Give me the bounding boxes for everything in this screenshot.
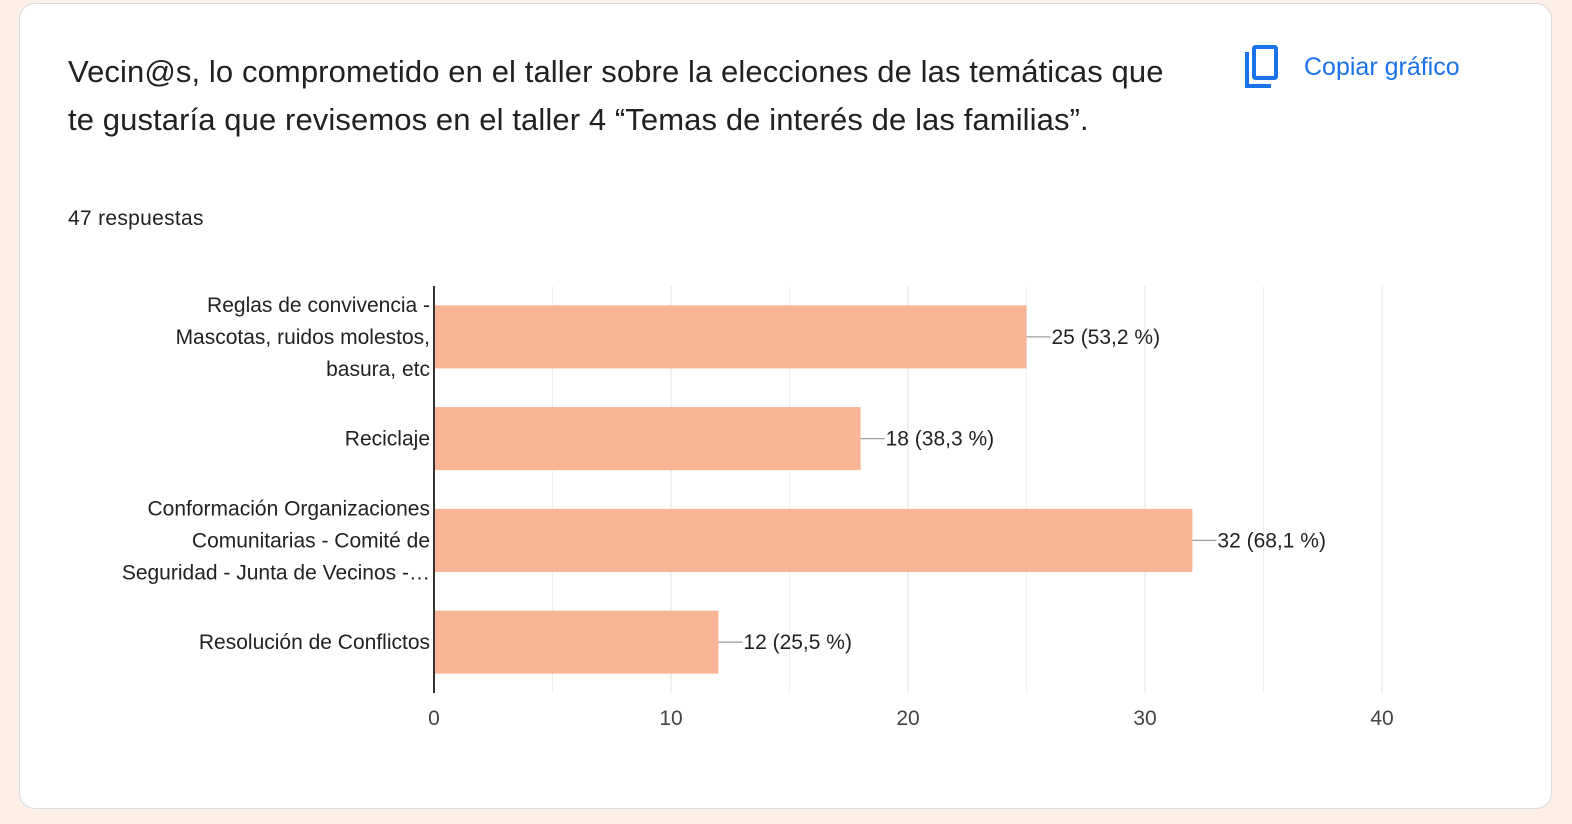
category-label: basura, etc: [326, 358, 430, 381]
category-label: Reciclaje: [345, 428, 430, 451]
category-label: Comunitarias - Comité de: [192, 529, 430, 552]
copy-icon: [1240, 44, 1280, 90]
bar: [434, 305, 1027, 369]
data-label: 12 (25,5 %): [743, 631, 852, 654]
data-label: 18 (38,3 %): [886, 428, 995, 451]
response-count: 47 respuestas: [68, 207, 204, 230]
category-label: Conformación Organizaciones: [148, 497, 430, 520]
x-tick-label: 10: [659, 707, 682, 730]
bar: [434, 407, 861, 471]
x-tick-label: 30: [1133, 707, 1156, 730]
bar: [434, 508, 1193, 572]
category-label: Seguridad - Junta de Vecinos -…: [122, 561, 430, 584]
copy-chart-button[interactable]: Copiar gráfico: [1240, 42, 1460, 92]
copy-chart-label: Copiar gráfico: [1304, 52, 1460, 81]
question-title: Vecin@s, lo comprometido en el taller so…: [68, 54, 1164, 137]
bar-chart: 25 (53,2 %) Reglas de convivencia - Mascot…: [122, 286, 1394, 730]
data-label: 32 (68,1 %): [1217, 529, 1326, 552]
category-label: Reglas de convivencia -: [207, 294, 430, 317]
x-tick-label: 0: [428, 707, 440, 730]
category-label: Resolución de Conflictos: [199, 631, 430, 654]
bar: [434, 610, 719, 674]
x-tick-label: 40: [1370, 707, 1393, 730]
x-tick-label: 20: [896, 707, 919, 730]
chart-card: Vecin@s, lo comprometido en el taller so…: [19, 3, 1552, 809]
category-label: Mascotas, ruidos molestos,: [176, 326, 430, 349]
data-label: 25 (53,2 %): [1052, 326, 1161, 349]
